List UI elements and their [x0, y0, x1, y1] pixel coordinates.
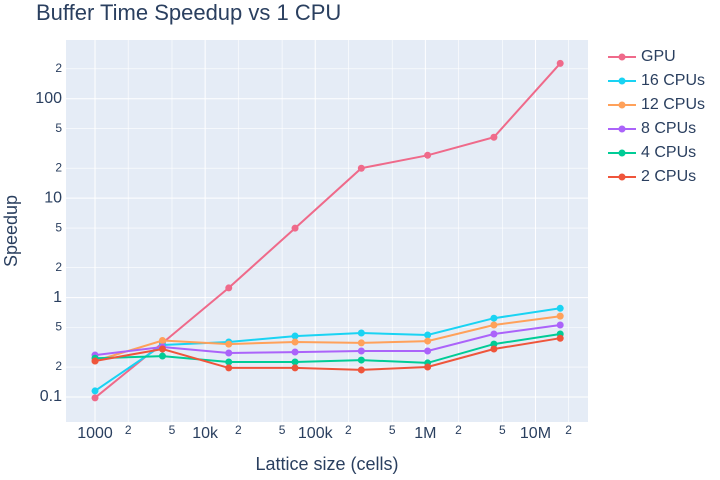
legend-marker — [618, 125, 626, 133]
data-point — [490, 330, 498, 338]
data-point — [490, 345, 498, 353]
data-point — [291, 338, 299, 346]
data-point — [357, 356, 365, 364]
x-tick-label: 2 — [125, 423, 132, 437]
data-point — [490, 321, 498, 329]
x-tick-label: 2 — [455, 423, 462, 437]
data-point — [91, 387, 99, 395]
data-point — [424, 347, 432, 355]
data-point — [291, 364, 299, 372]
data-point — [158, 352, 166, 360]
x-tick-label: 5 — [499, 423, 506, 437]
legend-marker — [618, 77, 626, 85]
y-axis-title: Speedup — [1, 195, 21, 267]
data-point — [291, 224, 299, 232]
y-tick-label: 2 — [55, 61, 62, 75]
plot-area — [66, 40, 588, 422]
data-point — [91, 357, 99, 365]
x-tick-label: 2 — [565, 423, 572, 437]
data-point — [490, 133, 498, 141]
data-point — [225, 284, 233, 292]
y-tick-label: 2 — [55, 260, 62, 274]
data-point — [424, 331, 432, 339]
data-point — [91, 394, 99, 402]
data-point — [556, 304, 564, 312]
legend-label: 12 CPUs — [641, 96, 705, 113]
x-tick-label: 1M — [414, 425, 436, 442]
data-point — [291, 348, 299, 356]
data-point — [291, 358, 299, 366]
series-line — [94, 337, 561, 371]
data-point — [556, 334, 564, 342]
x-tick-label: 2 — [235, 423, 242, 437]
series-line — [94, 315, 561, 362]
data-point — [225, 340, 233, 348]
data-point — [556, 59, 564, 67]
series-line — [94, 333, 561, 364]
chart-title: Buffer Time Speedup vs 1 CPU — [36, 0, 341, 25]
data-point — [225, 358, 233, 366]
x-tick-label: 5 — [169, 423, 176, 437]
legend-label: 2 CPUs — [641, 168, 696, 185]
y-tick-label: 0.1 — [40, 388, 62, 405]
y-tick-label: 100 — [35, 90, 62, 107]
legend-marker — [618, 173, 626, 181]
legend-label: GPU — [641, 48, 676, 65]
x-tick-label: 5 — [389, 423, 396, 437]
series-line — [94, 307, 561, 392]
x-tick-label: 5 — [279, 423, 286, 437]
data-point — [291, 332, 299, 340]
data-point — [225, 364, 233, 372]
data-point — [357, 347, 365, 355]
data-point — [424, 151, 432, 159]
grid — [66, 40, 588, 422]
legend-label: 4 CPUs — [641, 144, 696, 161]
series-line — [94, 62, 561, 399]
data-point — [556, 321, 564, 329]
x-tick-label: 2 — [345, 423, 352, 437]
x-tick-label: 10k — [192, 425, 219, 442]
series-line — [94, 324, 561, 357]
y-tick-label: 1 — [53, 289, 62, 306]
data-point — [424, 363, 432, 371]
y-tick-label: 5 — [55, 121, 62, 135]
y-tick-label: 2 — [55, 359, 62, 373]
data-point — [556, 312, 564, 320]
x-tick-label: 10M — [520, 425, 551, 442]
legend-label: 8 CPUs — [641, 120, 696, 137]
legend-marker — [618, 149, 626, 157]
x-tick-label: 1000 — [77, 425, 113, 442]
data-point — [357, 164, 365, 172]
legend-marker — [618, 101, 626, 109]
x-tick-label: 100k — [298, 425, 334, 442]
data-point — [357, 366, 365, 374]
data-point — [158, 336, 166, 344]
data-point — [357, 329, 365, 337]
data-point — [225, 349, 233, 357]
y-tick-label: 2 — [55, 160, 62, 174]
x-axis-title: Lattice size (cells) — [255, 454, 398, 474]
y-tick-label: 5 — [55, 220, 62, 234]
legend-marker — [618, 53, 626, 61]
data-point — [357, 339, 365, 347]
data-point — [158, 345, 166, 353]
legend-label: 16 CPUs — [641, 72, 705, 89]
y-tick-label: 10 — [44, 189, 62, 206]
data-point — [490, 314, 498, 322]
data-point — [424, 337, 432, 345]
y-tick-label: 5 — [55, 320, 62, 334]
data-point — [490, 340, 498, 348]
